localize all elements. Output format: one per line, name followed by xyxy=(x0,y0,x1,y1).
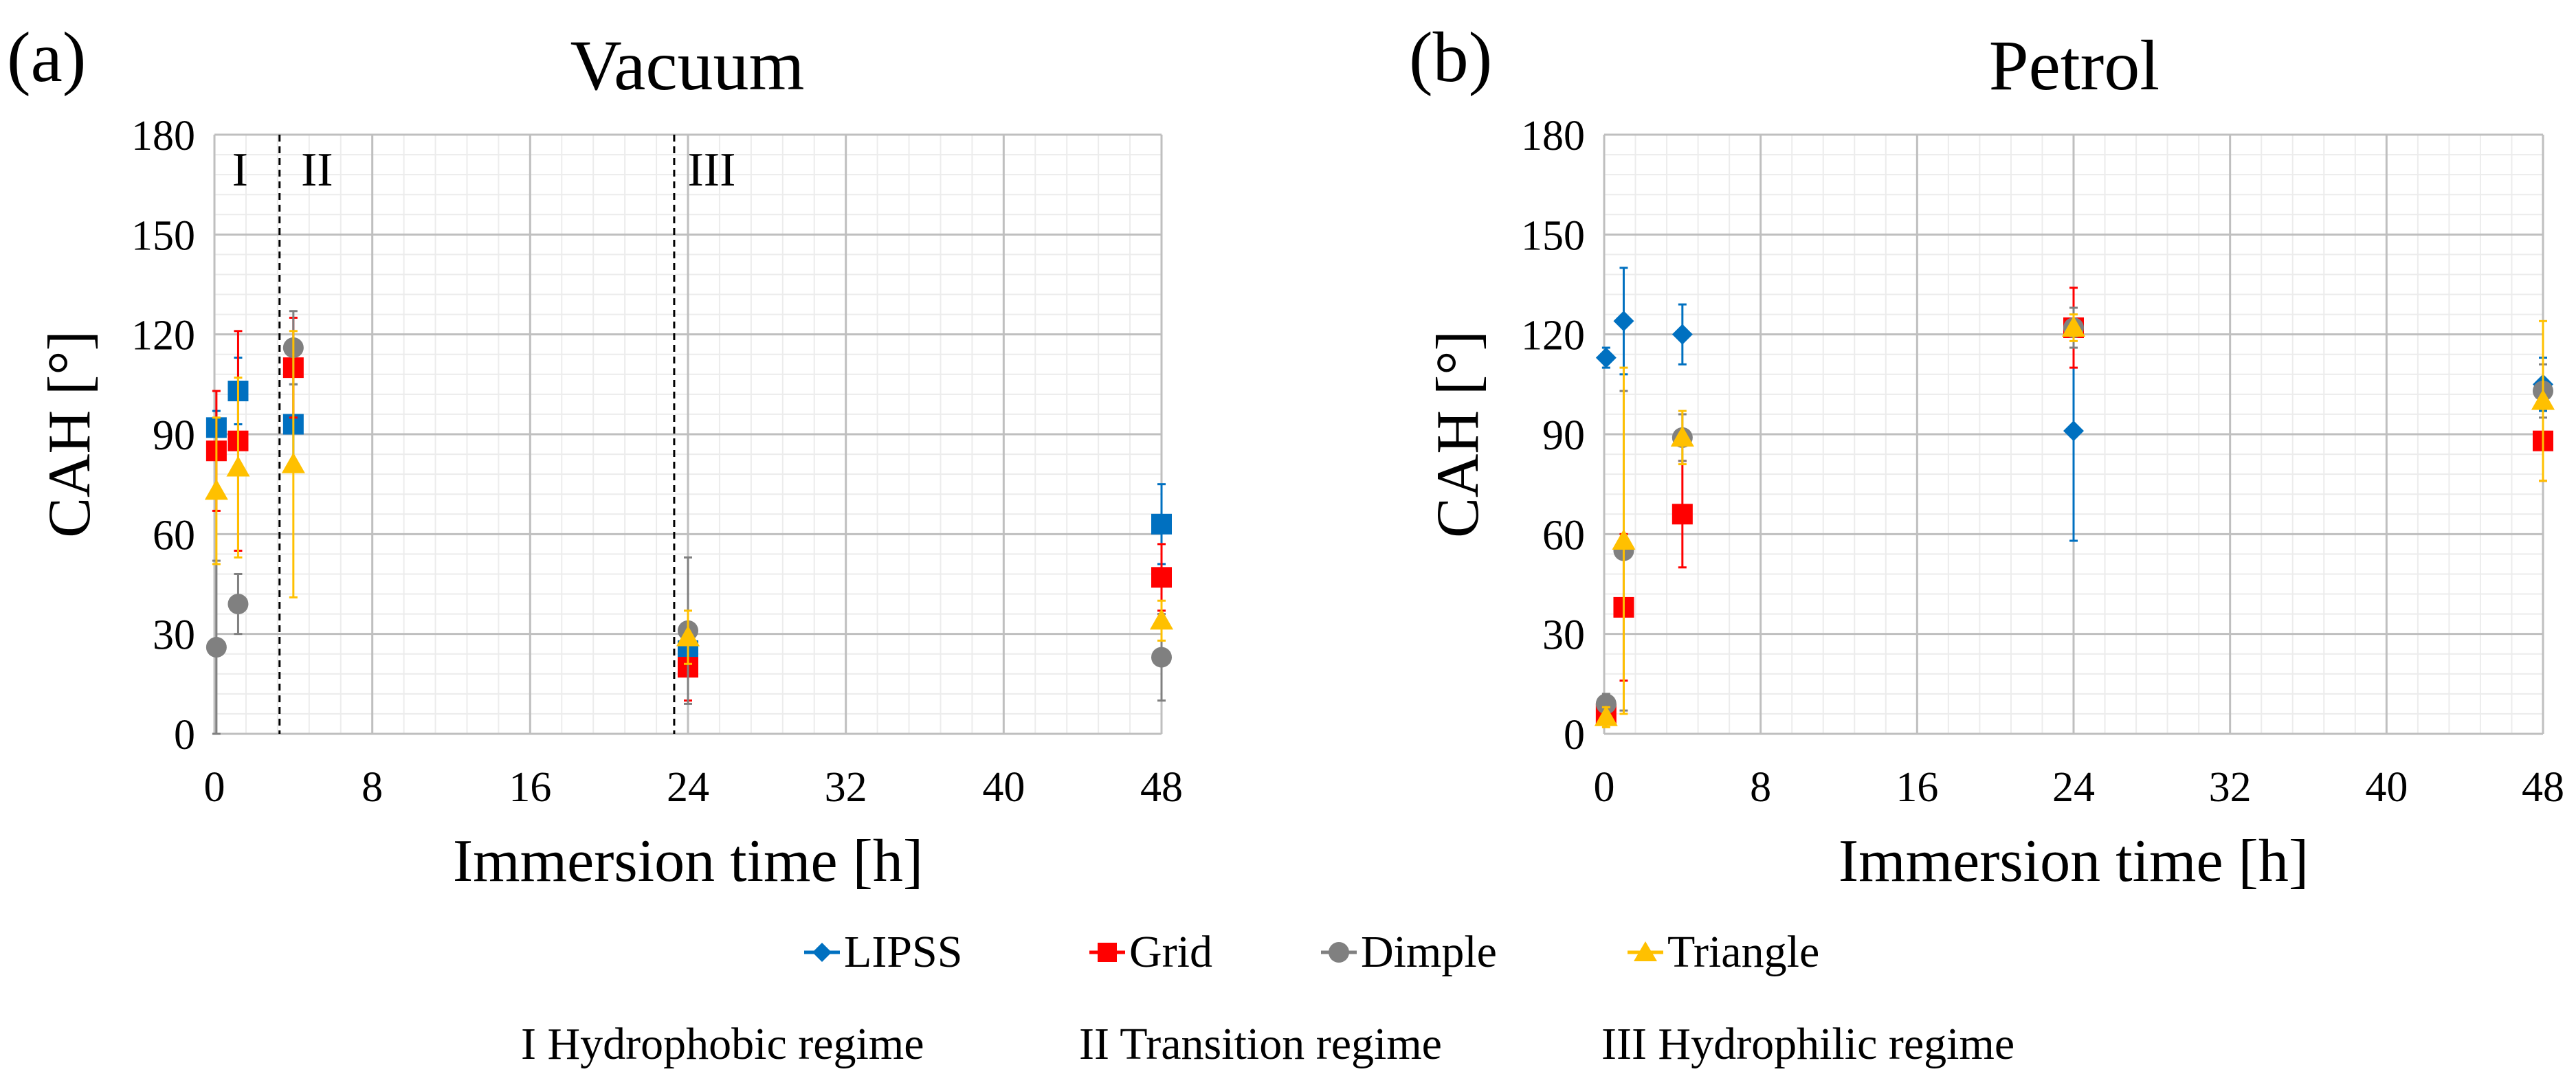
panel-b-series-triangle-point xyxy=(2062,315,2085,337)
panels: 0 30 60 90 120 150 180 0 8 16 24 32 40 48 Vacuum (a) Imm… xyxy=(7,18,2564,895)
panel-b-series-triangle-point xyxy=(2531,389,2555,410)
panel-a-ytick-label: 120 xyxy=(131,313,195,359)
panel-b-series-dimple-point xyxy=(1595,693,1617,715)
panel-b-ytick-label: 180 xyxy=(1521,113,1585,159)
panel-b-xlabel: Immersion time [h] xyxy=(1839,828,2309,895)
panel-b-ytick-label: 30 xyxy=(1542,612,1585,659)
panel-a-regime-marker: I xyxy=(232,144,248,197)
panel-a-ytick-label: 150 xyxy=(131,212,195,259)
panel-a-series-triangle-point xyxy=(204,479,228,500)
panel-a-ytick-label: 0 xyxy=(174,712,195,759)
panel-b-label: (b) xyxy=(1409,18,1492,97)
legend-grid-marker xyxy=(1098,943,1117,962)
legend-item-grid: Grid xyxy=(1089,927,1212,977)
panel-a-series-lipss-point xyxy=(1151,513,1172,535)
panel-a-ytick-label: 60 xyxy=(153,512,195,559)
panel-a-regime-marker: II xyxy=(301,144,333,197)
panel-b-series-lipss-point xyxy=(1595,347,1617,368)
panel-b: 0 30 60 90 120 150 180 0 8 16 24 32 40 48 Petrol (b) Imm… xyxy=(1409,18,2564,895)
legend-dimple-label: Dimple xyxy=(1361,927,1497,977)
panel-a-series-triangle-point xyxy=(1150,609,1173,630)
panel-a-regime-marker: III xyxy=(687,144,735,197)
panel-b-xtick-label: 24 xyxy=(2052,764,2095,811)
panel-a-series-triangle-point xyxy=(676,625,700,647)
legend-triangle-marker xyxy=(1634,941,1657,961)
panel-a-ytick-label: 30 xyxy=(153,612,195,659)
panel-a: 0 30 60 90 120 150 180 0 8 16 24 32 40 48 Vacuum (a) Imm… xyxy=(7,18,1183,895)
panel-b-series-lipss-point xyxy=(1672,324,1693,345)
panel-b-series-triangle-point xyxy=(1612,529,1636,550)
panel-a-xtick-label: 24 xyxy=(667,764,709,811)
panel-b-xtick-label: 8 xyxy=(1750,764,1771,811)
panel-a-series-grid-point xyxy=(1151,567,1172,588)
regime-label-hydrophobic: I Hydrophobic regime xyxy=(521,1019,924,1069)
panel-b-ytick-label: 60 xyxy=(1542,512,1585,559)
panel-a-ytick-label: 90 xyxy=(153,412,195,459)
panel-a-xlabel: Immersion time [h] xyxy=(453,828,923,895)
panel-a-xtick-label: 0 xyxy=(204,764,225,811)
panel-b-series-grid-point xyxy=(1672,504,1693,525)
panel-a-series-dimple-point xyxy=(206,637,227,658)
legend-item-triangle: Triangle xyxy=(1628,927,1819,977)
panel-a-xtick-label: 16 xyxy=(509,764,551,811)
regime-label-transition: II Transition regime xyxy=(1079,1019,1442,1069)
panel-b-series-lipss-point xyxy=(2063,421,2084,442)
panel-b-xtick-label: 0 xyxy=(1594,764,1615,811)
panel-b-title: Petrol xyxy=(1989,26,2159,105)
panel-a-series-dimple-point xyxy=(1151,647,1172,668)
panel-a-xtick-label: 8 xyxy=(362,764,383,811)
legend-lipss-label: LIPSS xyxy=(844,927,962,977)
panel-a-ylabel: CAH [°] xyxy=(36,330,103,538)
panel-a-ytick-label: 180 xyxy=(131,113,195,159)
legend-grid-label: Grid xyxy=(1129,927,1212,977)
panel-b-ytick-label: 90 xyxy=(1542,412,1585,459)
panel-a-xtick-label: 32 xyxy=(825,764,867,811)
panel-a-xtick-label: 40 xyxy=(982,764,1025,811)
panel-b-xtick-label: 48 xyxy=(2522,764,2564,811)
panel-b-ylabel: CAH [°] xyxy=(1425,330,1491,538)
panel-b-series-triangle xyxy=(1594,313,2555,728)
panel-b-series-lipss-point xyxy=(1613,311,1634,332)
panel-b-series-triangle-point xyxy=(1594,705,1618,726)
panel-b-ytick-label: 120 xyxy=(1521,313,1585,359)
regime-label-hydrophilic: III Hydrophilic regime xyxy=(1601,1019,2014,1069)
legend-triangle-label: Triangle xyxy=(1667,927,1819,977)
panel-a-title: Vacuum xyxy=(570,26,805,105)
legend: LIPSS Grid Dimple Triangle xyxy=(804,927,1819,977)
panel-a-series-triangle xyxy=(204,330,1173,665)
regime-legend: I Hydrophobic regime II Transition regim… xyxy=(521,1019,2014,1069)
panel-a-gridlines xyxy=(213,133,1163,735)
panel-a-series-triangle-point xyxy=(226,456,250,477)
legend-dimple-marker xyxy=(1329,942,1349,963)
legend-item-dimple: Dimple xyxy=(1321,927,1497,977)
panel-b-xtick-label: 32 xyxy=(2209,764,2252,811)
panel-a-xtick-label: 48 xyxy=(1140,764,1183,811)
legend-lipss-marker xyxy=(812,943,832,962)
panel-b-xtick-label: 40 xyxy=(2365,764,2408,811)
panel-b-series-triangle-point xyxy=(1670,425,1694,447)
panel-a-series-dimple-point xyxy=(227,594,249,615)
panel-a-label: (a) xyxy=(7,18,86,97)
panel-b-ytick-label: 0 xyxy=(1564,712,1585,759)
panel-a-series-triangle-point xyxy=(281,452,305,473)
panel-b-ytick-label: 150 xyxy=(1521,212,1585,259)
panel-b-xtick-label: 16 xyxy=(1896,764,1938,811)
legend-item-lipss: LIPSS xyxy=(804,927,962,977)
